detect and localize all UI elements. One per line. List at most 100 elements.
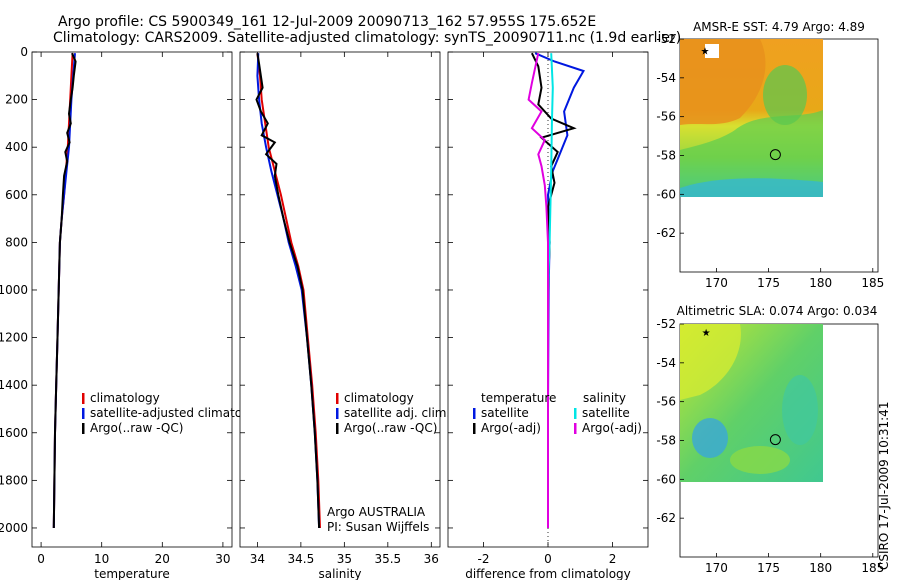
salinity-panel: 34 34.5 35 35.5 36 salinity climatologysatelli…: [239, 51, 450, 580]
sla-low-eddy-1: [692, 418, 728, 458]
sal-legend-swatch: [336, 423, 339, 434]
temp-series-2-line: [52, 52, 77, 529]
temp-ytick-label: 0: [20, 45, 28, 59]
temp-ytick-label: 400: [5, 140, 28, 154]
track-mark-symbol: ★: [701, 47, 710, 58]
temp-legend-swatch: [82, 393, 85, 404]
header-line-2: Climatology: CARS2009. Satellite-adjuste…: [53, 30, 681, 46]
diff-legend-salinity-heading: salinity: [583, 391, 626, 405]
sst-land-mask: [705, 44, 719, 58]
map-ytick-label: -52: [656, 317, 676, 331]
temp-legend-label: Argo(..raw -QC): [90, 421, 183, 435]
map-xtick-label: 175: [757, 561, 780, 575]
sla-map-panel: Altimetric SLA: 0.074 Argo: 0.034 170 175…: [656, 304, 884, 575]
temp-ytick-label: 1000: [0, 283, 28, 297]
temp-xlabel: temperature: [94, 567, 169, 580]
sal-xtick-label: 35.5: [374, 552, 401, 566]
diff-sal-legend-label: satellite: [582, 406, 630, 420]
diff-sal-legend-swatch: [574, 408, 577, 419]
map-xtick-label: 175: [757, 276, 780, 290]
diff-series-3-line: [527, 52, 549, 528]
diff-xtick-label: -2: [477, 552, 489, 566]
diff-sal-legend-swatch: [574, 423, 577, 434]
map-ytick-label: -56: [656, 395, 676, 409]
map-xtick-label: 185: [861, 276, 884, 290]
temp-legend-label: satellite-adjusted climatology: [90, 406, 268, 420]
temp-legend-swatch: [82, 408, 85, 419]
map-ytick-label: -56: [656, 110, 676, 124]
temp-ytick-label: 1600: [0, 426, 28, 440]
sal-xlabel: salinity: [318, 567, 361, 580]
temp-ytick-label: 600: [5, 188, 28, 202]
sla-field: [680, 324, 823, 482]
sal-xtick-label: 36: [424, 552, 439, 566]
map-xtick-label: 180: [809, 276, 832, 290]
map-xtick-label: 185: [861, 561, 884, 575]
diff-temp-legend-label: satellite: [481, 406, 529, 420]
diff-xlabel: difference from climatology: [465, 567, 631, 580]
sla-low-eddy-2: [782, 375, 818, 445]
sst-map-panel: AMSR-E SST: 4.79 Argo: 4.89 170 175 180 185…: [656, 20, 884, 290]
diff-xtick-label: 2: [609, 552, 617, 566]
temp-axes-frame: [31, 51, 233, 548]
sal-annotation-line: Argo AUSTRALIA: [327, 505, 426, 519]
sal-legend-swatch: [336, 393, 339, 404]
sal-axes-frame: [239, 51, 441, 548]
diff-temp-legend-swatch: [473, 408, 476, 419]
map-ytick-label: -60: [656, 472, 676, 486]
temp-ytick-label: 1400: [0, 378, 28, 392]
argo-location-marker: [769, 149, 781, 161]
temp-ytick-label: 1200: [0, 331, 28, 345]
footer-timestamp: CSIRO 17-Jul-2009 10:31:41: [877, 402, 891, 570]
diff-legend-temperature-heading: temperature: [481, 391, 556, 405]
sal-annotation-line: PI: Susan Wijffels: [327, 520, 429, 534]
map-ytick-label: -52: [656, 32, 676, 46]
sst-cold-region: [680, 178, 823, 197]
sal-legend-swatch: [336, 408, 339, 419]
sla-high-region: [680, 324, 741, 400]
map-ytick-label: -60: [656, 187, 676, 201]
map-ytick-label: -58: [656, 434, 676, 448]
diff-xtick-label: 0: [544, 552, 552, 566]
temp-ytick-label: 2000: [0, 521, 28, 535]
map-ytick-label: -62: [656, 511, 676, 525]
sal-series-2-line: [255, 53, 321, 529]
sst-eddy: [763, 65, 807, 125]
sal-xtick-label: 35: [337, 552, 352, 566]
temp-ytick-label: 200: [5, 93, 28, 107]
sst-map-axes: 170 175 180 185 -52 -54 -56 -58 -60 -62 ★: [656, 32, 884, 290]
sal-xtick-label: 34: [250, 552, 265, 566]
diff-sal-legend-label: Argo(-adj): [582, 421, 642, 435]
sst-field: [680, 39, 823, 197]
temperature-panel: 0 10 20 30 0 200 400 600 800 1000 1200 1400 1600 1800…: [0, 45, 268, 580]
sal-legend-label: climatology: [344, 391, 414, 405]
sst-warm-region: [680, 39, 766, 125]
sal-legend-label: Argo(..raw -QC): [344, 421, 437, 435]
argo-location-marker: [769, 434, 781, 446]
temp-legend-label: climatology: [90, 391, 160, 405]
temp-xtick-label: 0: [37, 552, 45, 566]
map-ytick-label: -54: [656, 356, 676, 370]
track-mark-symbol: ★: [702, 328, 711, 339]
map-ytick-label: -54: [656, 71, 676, 85]
temp-ytick-label: 800: [5, 235, 28, 249]
diff-temp-legend-swatch: [473, 423, 476, 434]
sla-map-axes: 170 175 180 185 -52 -54 -56 -58 -60 -62 ★: [656, 317, 884, 575]
map-ytick-label: -62: [656, 226, 676, 240]
map-ytick-label: -58: [656, 149, 676, 163]
map-xtick-label: 180: [809, 561, 832, 575]
temp-xtick-label: 20: [155, 552, 170, 566]
header-line-1: Argo profile: CS 5900349_161 12-Jul-2009…: [58, 14, 596, 30]
sla-patch: [730, 446, 790, 474]
temp-xtick-label: 30: [215, 552, 230, 566]
sst-map-title: AMSR-E SST: 4.79 Argo: 4.89: [693, 20, 865, 34]
sal-legend-label: satellite adj. clim.: [344, 406, 450, 420]
map-xtick-label: 170: [705, 276, 728, 290]
sal-xtick-label: 34.5: [288, 552, 315, 566]
temp-ytick-label: 1800: [0, 473, 28, 487]
sla-map-title: Altimetric SLA: 0.074 Argo: 0.034: [677, 304, 878, 318]
sst-cool-region: [680, 110, 823, 197]
map-xtick-label: 170: [705, 561, 728, 575]
